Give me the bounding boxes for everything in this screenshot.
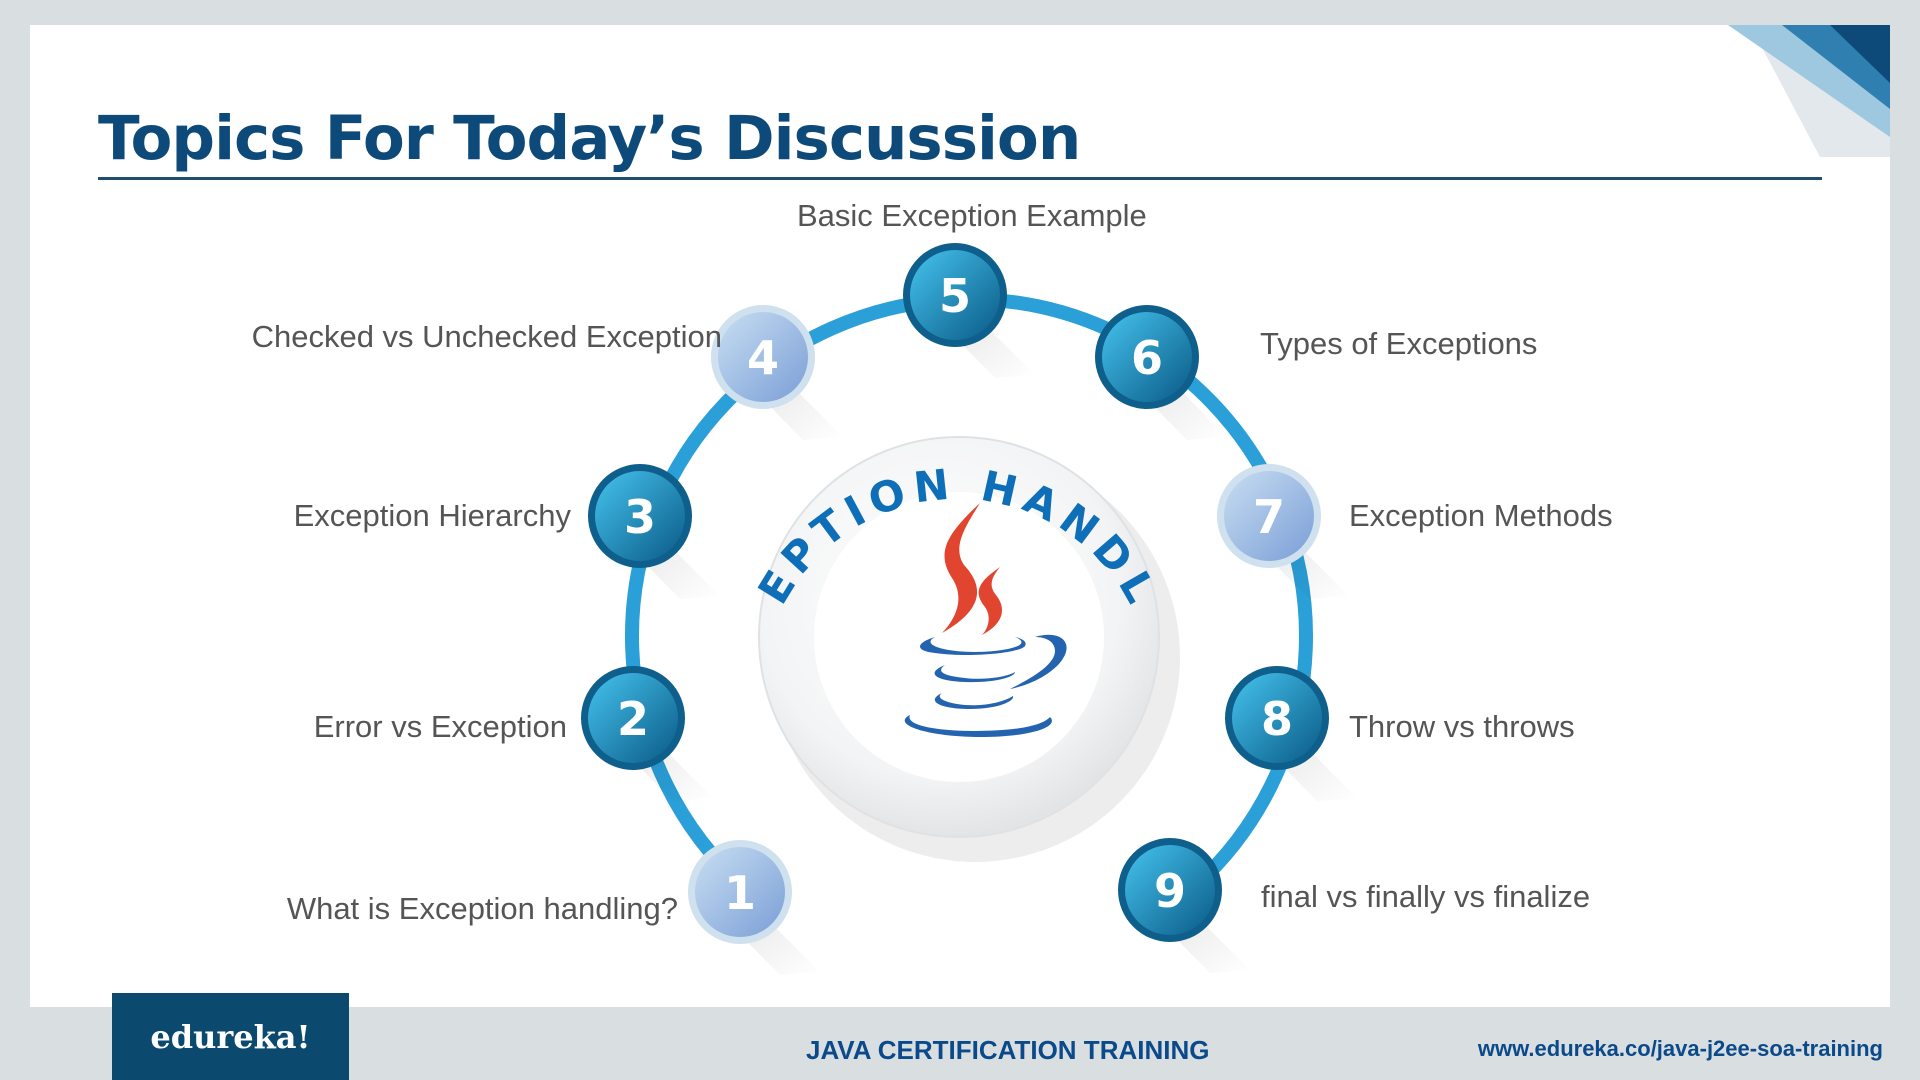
topic-label-7: Exception Methods: [1349, 498, 1613, 533]
corner-decoration: [1728, 25, 1890, 157]
topic-number: 1: [724, 866, 756, 920]
java-coffee-cup-icon: [904, 503, 1067, 737]
topic-number: 2: [617, 692, 649, 746]
topic-node-9: 9: [1118, 838, 1250, 973]
topic-node-6: 6: [1095, 305, 1227, 440]
topic-number: 9: [1154, 864, 1186, 918]
topic-number: 4: [747, 331, 779, 385]
topic-label-5: Basic Exception Example: [797, 198, 1147, 233]
topic-wheel: EXCEPTION HANDLING 1 2: [30, 25, 1357, 975]
topic-node-2: 2: [581, 666, 713, 801]
topic-label-9: final vs finally vs finalize: [1261, 879, 1591, 914]
title-divider: [98, 177, 1822, 180]
topic-number: 3: [624, 490, 656, 544]
topic-number: 6: [1131, 331, 1163, 385]
topic-node-4: 4: [711, 305, 843, 440]
brand-name: edureka!: [150, 1017, 311, 1056]
slide: Topics For Today’s Discussion: [30, 25, 1890, 1007]
topic-label-2: Error vs Exception: [313, 709, 567, 744]
topic-node-1: 1: [688, 840, 820, 975]
topic-number: 7: [1253, 490, 1285, 544]
page-title: Topics For Today’s Discussion: [98, 103, 1081, 174]
topic-node-3: 3: [588, 464, 720, 599]
topic-node-8: 8: [1225, 666, 1357, 801]
topic-node-7: 7: [1217, 464, 1349, 599]
brand-logo: edureka!: [112, 993, 349, 1080]
course-title: JAVA CERTIFICATION TRAINING: [806, 1035, 1210, 1065]
topic-label-6: Types of Exceptions: [1260, 326, 1538, 361]
topic-label-1: What is Exception handling?: [286, 891, 678, 926]
topic-label-8: Throw vs throws: [1349, 709, 1575, 744]
topic-label-3: Exception Hierarchy: [293, 498, 571, 533]
topic-number: 8: [1261, 692, 1293, 746]
topic-number: 5: [939, 269, 971, 323]
topic-node-5: 5: [903, 243, 1035, 378]
footer-url: www.edureka.co/java-j2ee-soa-training: [1477, 1036, 1883, 1061]
topic-label-4: Checked vs Unchecked Exception: [251, 319, 722, 354]
